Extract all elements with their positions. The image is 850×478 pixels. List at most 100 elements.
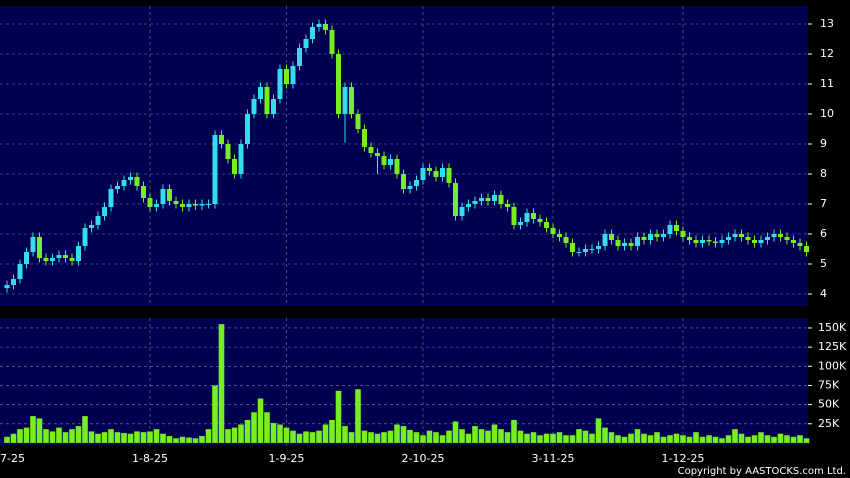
candle-body (778, 234, 783, 237)
candle-body (381, 156, 387, 165)
volume-bar (127, 433, 134, 443)
volume-bar (4, 436, 10, 443)
candle-body (219, 135, 224, 144)
candle-body (719, 240, 725, 243)
candle-body (732, 234, 738, 237)
volume-bar (524, 433, 530, 443)
volume-bar (582, 430, 589, 443)
candle-body (388, 159, 393, 165)
candle-body (193, 204, 198, 206)
candle-body (596, 246, 601, 249)
candle-body (758, 240, 764, 243)
volume-bar (342, 426, 348, 443)
volume-bar (647, 435, 654, 443)
x-tick-label: 1-9-25 (269, 452, 305, 465)
candle-body (563, 237, 569, 243)
candle-body (602, 234, 608, 246)
candle-body (11, 279, 16, 285)
volume-bar (563, 435, 569, 443)
candle-body (316, 24, 322, 27)
volume-bar (569, 435, 576, 443)
volume-bar (680, 435, 686, 443)
volume-bar (641, 433, 647, 443)
y-tick-label: 10 (820, 107, 834, 120)
candle-body (589, 249, 595, 250)
candle-body (206, 204, 211, 205)
volume-bar (147, 431, 153, 443)
y-tick-label: 13 (820, 17, 834, 30)
candle-body (245, 114, 250, 144)
candle-body (661, 234, 666, 237)
volume-bar (49, 431, 56, 443)
candle-body (167, 189, 172, 201)
volume-bar (23, 427, 30, 443)
candle-body (134, 177, 140, 186)
candle-body (609, 234, 614, 240)
volume-bar (602, 427, 608, 443)
candle-body (706, 240, 712, 242)
volume-bar (218, 324, 225, 443)
volume-bar (758, 432, 764, 443)
candle-body (784, 237, 790, 240)
volume-bar (491, 424, 498, 443)
volume-bar (420, 435, 426, 443)
volume-bar (75, 426, 82, 443)
y2-tick-label: 50K (818, 398, 840, 411)
candle-body (349, 87, 354, 114)
volume-bar (608, 432, 615, 443)
volume-bar (413, 432, 420, 443)
candle-body (667, 225, 673, 234)
candle-body (355, 114, 361, 129)
candle-body (375, 153, 380, 156)
candle-body (310, 27, 315, 39)
volume-bar (797, 435, 803, 443)
candle-body (362, 129, 367, 147)
volume-bar (472, 426, 478, 443)
volume-bar (439, 435, 446, 443)
candle-body (739, 234, 744, 237)
candle-body (524, 213, 530, 222)
volume-bar (589, 433, 595, 443)
volume-bar (205, 429, 212, 443)
volume-bar (407, 429, 413, 443)
volume-bar (179, 436, 186, 443)
volume-bar (108, 429, 114, 443)
candle-body (303, 39, 309, 48)
volume-bar (30, 416, 36, 443)
candle-body (511, 207, 517, 225)
volume-bar (738, 433, 745, 443)
volume-bar (309, 432, 316, 443)
candle-body (24, 252, 29, 264)
candle-body (726, 237, 731, 240)
candle-body (485, 198, 491, 201)
candle-body (277, 69, 283, 99)
volume-bar (465, 433, 472, 443)
volume-bar (82, 416, 88, 443)
volume-bar (192, 438, 199, 443)
volume-bar (95, 433, 101, 443)
candle-body (50, 258, 55, 261)
volume-bar (556, 432, 563, 443)
candle-body (82, 228, 88, 246)
y-tick-label: 7 (820, 197, 827, 210)
candle-body (43, 258, 49, 261)
candle-body (238, 144, 244, 174)
volume-bar (244, 419, 251, 443)
candle-body (414, 180, 419, 186)
candle-body (154, 204, 159, 207)
volume-bar (361, 430, 368, 443)
volume-bar (433, 432, 439, 443)
candle-body (544, 222, 549, 228)
volume-bar (316, 430, 322, 443)
candle-body (251, 99, 257, 114)
volume-bar (257, 398, 264, 443)
volume-bar (296, 433, 303, 443)
candle-body (440, 168, 445, 177)
volume-bar (452, 421, 459, 443)
candle-body (108, 189, 114, 207)
volume-bar (511, 419, 517, 443)
candle-body (232, 159, 237, 174)
x-tick-label: 3-11-25 (532, 452, 575, 465)
volume-bar (426, 430, 433, 443)
candle-body (622, 243, 627, 246)
